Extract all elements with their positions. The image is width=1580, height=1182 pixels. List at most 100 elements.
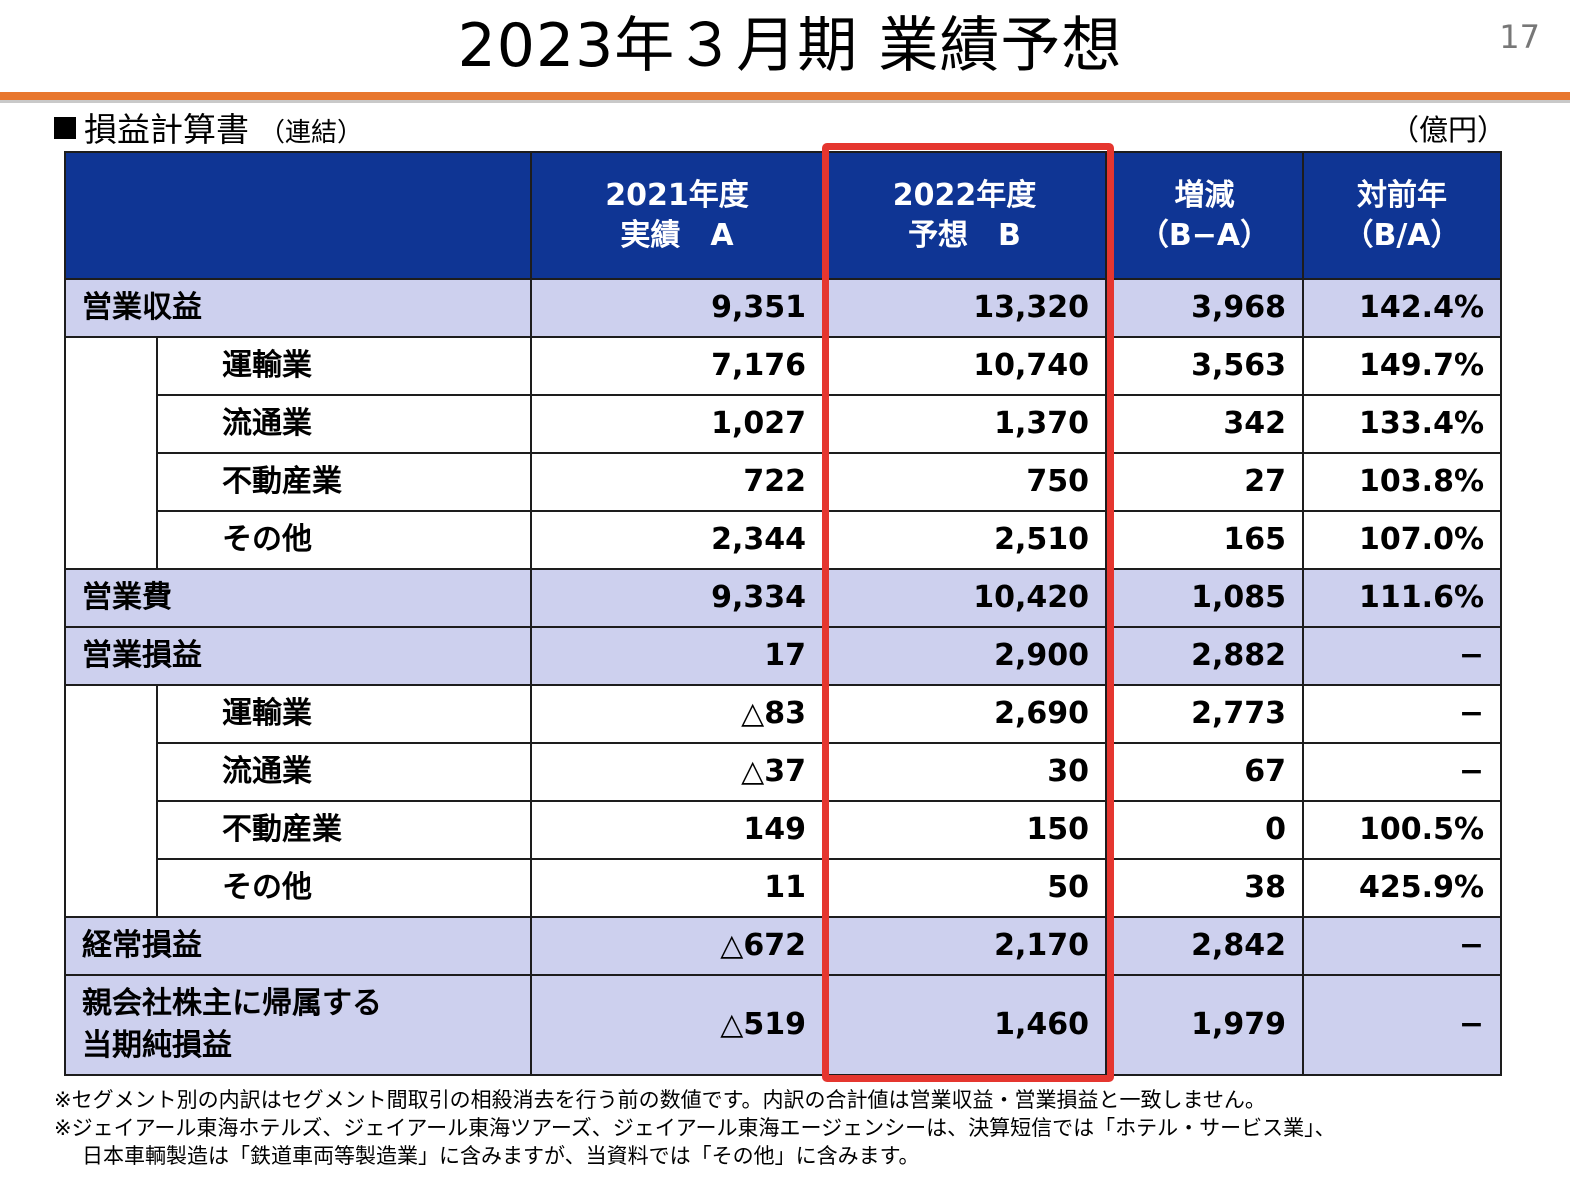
cell-b: 2,510 (822, 510, 1107, 570)
cell-a: 149 (530, 800, 824, 860)
cell-diff: 342 (1105, 394, 1304, 454)
header-item (64, 151, 532, 280)
title-accent-bar (0, 92, 1570, 100)
cell-b: 10,740 (822, 336, 1107, 396)
row-label: 流通業 (156, 742, 532, 802)
cell-a: 17 (530, 626, 824, 686)
table-row: 運輸業 7,176 10,740 3,563 149.7% (64, 336, 1502, 570)
row-label: 営業損益 (64, 626, 532, 686)
section-title: 損益計算書 (84, 110, 249, 149)
cell-a: △519 (530, 974, 824, 1076)
table-row: 経常損益 △672 2,170 2,842 − (64, 916, 1502, 976)
cell-diff: 0 (1105, 800, 1304, 860)
row-label: 運輸業 (156, 336, 532, 396)
cell-a: △83 (530, 684, 824, 744)
cell-b: 150 (822, 800, 1107, 860)
row-label: その他 (156, 858, 532, 918)
footnote: 日本車輌製造は「鉄道車両等製造業」に含みますが、当資料では「その他」に含みます。 (82, 1144, 920, 1168)
page-title: 2023年３月期 業績予想 (457, 11, 1123, 81)
table-header-row: 2021年度 実績 A 2022年度 予想 B 増減 （B−A） 対前年 （B/… (64, 151, 1502, 280)
cell-ratio: 142.4% (1302, 278, 1502, 338)
cell-a: △37 (530, 742, 824, 802)
cell-b: 13,320 (822, 278, 1107, 338)
unit-label: （億円） (1389, 113, 1506, 147)
cell-diff: 1,085 (1105, 568, 1304, 628)
row-label: 不動産業 (156, 452, 532, 512)
header-fy2022-forecast: 2022年度 予想 B (822, 151, 1107, 280)
cell-diff: 27 (1105, 452, 1304, 512)
cell-a: 9,334 (530, 568, 824, 628)
cell-a: 722 (530, 452, 824, 512)
cell-ratio: 133.4% (1302, 394, 1502, 454)
cell-a: 7,176 (530, 336, 824, 396)
row-label: 流通業 (156, 394, 532, 454)
cell-diff: 2,842 (1105, 916, 1304, 976)
cell-a: 2,344 (530, 510, 824, 570)
cell-b: 30 (822, 742, 1107, 802)
cell-diff: 2,773 (1105, 684, 1304, 744)
cell-diff: 1,979 (1105, 974, 1304, 1076)
table-row: その他 11 50 38 425.9% (65, 858, 1502, 918)
table-row: 営業収益 9,351 13,320 3,968 142.4% (64, 278, 1502, 338)
table-row: 流通業 1,027 1,370 342 133.4% (65, 394, 1502, 454)
header-change: 増減 （B−A） (1105, 151, 1304, 280)
footnote: ※ジェイアール東海ホテルズ、ジェイアール東海ツアーズ、ジェイアール東海エージェン… (54, 1116, 1336, 1140)
row-label: 運輸業 (156, 684, 532, 744)
cell-b: 750 (822, 452, 1107, 512)
cell-diff: 38 (1105, 858, 1304, 918)
indent-cell (64, 684, 158, 918)
cell-diff: 67 (1105, 742, 1304, 802)
row-label: 親会社株主に帰属する 当期純損益 (64, 974, 532, 1076)
row-label: 営業費 (64, 568, 532, 628)
table-row: 不動産業 149 150 0 100.5% (65, 800, 1502, 860)
footnote: ※セグメント別の内訳はセグメント間取引の相殺消去を行う前の数値です。内訳の合計値… (54, 1088, 1266, 1112)
cell-diff: 3,968 (1105, 278, 1304, 338)
table-row: 営業損益 17 2,900 2,882 − (64, 626, 1502, 686)
footnotes: ※セグメント別の内訳はセグメント間取引の相殺消去を行う前の数値です。内訳の合計値… (54, 1086, 1336, 1170)
cell-ratio: − (1302, 974, 1502, 1076)
cell-ratio: 149.7% (1302, 336, 1502, 396)
cell-a: 11 (530, 858, 824, 918)
cell-a: 1,027 (530, 394, 824, 454)
row-label: 営業収益 (64, 278, 532, 338)
cell-diff: 3,563 (1105, 336, 1304, 396)
cell-b: 2,690 (822, 684, 1107, 744)
cell-ratio: 111.6% (1302, 568, 1502, 628)
table-row: その他 2,344 2,510 165 107.0% (65, 510, 1502, 570)
table-row: 流通業 △37 30 67 − (65, 742, 1502, 802)
indent-cell (64, 336, 158, 570)
cell-b: 1,370 (822, 394, 1107, 454)
row-label: その他 (156, 510, 532, 570)
cell-b: 2,170 (822, 916, 1107, 976)
square-bullet-icon (54, 117, 76, 139)
cell-ratio: − (1302, 742, 1502, 802)
cell-b: 1,460 (822, 974, 1107, 1076)
cell-ratio: − (1302, 626, 1502, 686)
header-yoy: 対前年 （B/A） (1302, 151, 1502, 280)
cell-a: 9,351 (530, 278, 824, 338)
table-row: 親会社株主に帰属する 当期純損益 △519 1,460 1,979 − (64, 974, 1502, 1076)
cell-diff: 165 (1105, 510, 1304, 570)
cell-b: 50 (822, 858, 1107, 918)
cell-ratio: − (1302, 684, 1502, 744)
table-row: 運輸業 △83 2,690 2,773 − (64, 684, 1502, 918)
cell-ratio: 107.0% (1302, 510, 1502, 570)
cell-diff: 2,882 (1105, 626, 1304, 686)
cell-ratio: − (1302, 916, 1502, 976)
table-row: 営業費 9,334 10,420 1,085 111.6% (64, 568, 1502, 628)
cell-b: 2,900 (822, 626, 1107, 686)
cell-b: 10,420 (822, 568, 1107, 628)
header-fy2021-actual: 2021年度 実績 A (530, 151, 824, 280)
table-row: 不動産業 722 750 27 103.8% (65, 452, 1502, 512)
section-subtitle: （連結） (259, 118, 364, 148)
title-divider (0, 100, 1570, 103)
section-heading: 損益計算書 （連結） (54, 108, 363, 155)
row-label: 不動産業 (156, 800, 532, 860)
cell-ratio: 100.5% (1302, 800, 1502, 860)
cell-ratio: 103.8% (1302, 452, 1502, 512)
cell-ratio: 425.9% (1302, 858, 1502, 918)
row-label: 経常損益 (64, 916, 532, 976)
cell-a: △672 (530, 916, 824, 976)
page-number: 17 (1499, 18, 1540, 56)
income-statement-table: 2021年度 実績 A 2022年度 予想 B 増減 （B−A） 対前年 （B/… (64, 151, 1502, 1076)
